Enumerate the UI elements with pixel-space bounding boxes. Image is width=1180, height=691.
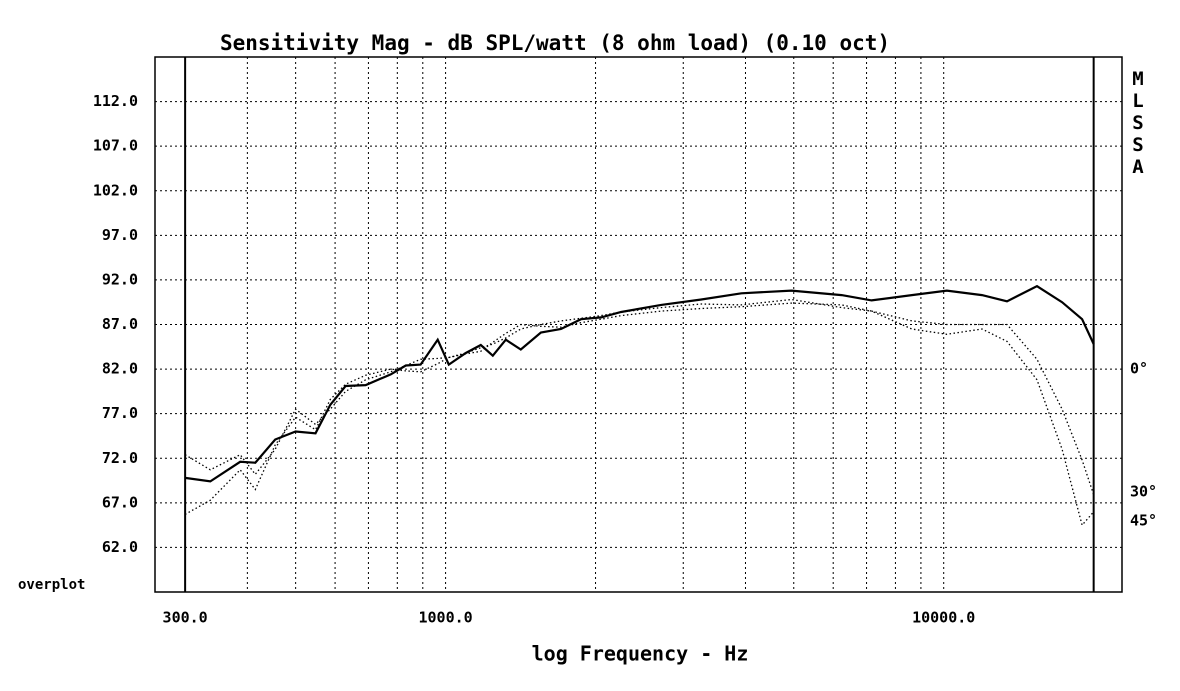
plot-frame	[154, 56, 1123, 593]
x-tick-label: 300.0	[163, 609, 208, 627]
y-tick-label: 97.0	[102, 226, 138, 244]
side-label: MLSSA	[1127, 68, 1149, 178]
corner-label: overplot	[18, 577, 85, 593]
series-label: 0°	[1130, 360, 1148, 378]
y-tick-label: 62.0	[102, 538, 138, 556]
x-tick-label: 1000.0	[418, 609, 472, 627]
series-line	[184, 302, 1095, 527]
y-tick-label: 82.0	[102, 360, 138, 378]
y-tick-label: 77.0	[102, 404, 138, 422]
y-tick-label: 72.0	[102, 449, 138, 467]
series-line	[184, 284, 1095, 483]
series-label: 30°	[1130, 483, 1157, 501]
y-tick-label: 102.0	[93, 181, 138, 199]
x-tick-label: 10000.0	[912, 609, 975, 627]
chart-title: Sensitivity Mag - dB SPL/watt (8 ohm loa…	[220, 31, 890, 55]
x-axis-label: log Frequency - Hz	[532, 642, 749, 666]
series-line	[184, 298, 1095, 496]
y-tick-label: 67.0	[102, 493, 138, 511]
y-tick-label: 107.0	[93, 137, 138, 155]
y-tick-label: 112.0	[93, 92, 138, 110]
y-tick-label: 87.0	[102, 315, 138, 333]
series-label: 45°	[1130, 512, 1157, 530]
y-tick-label: 92.0	[102, 270, 138, 288]
